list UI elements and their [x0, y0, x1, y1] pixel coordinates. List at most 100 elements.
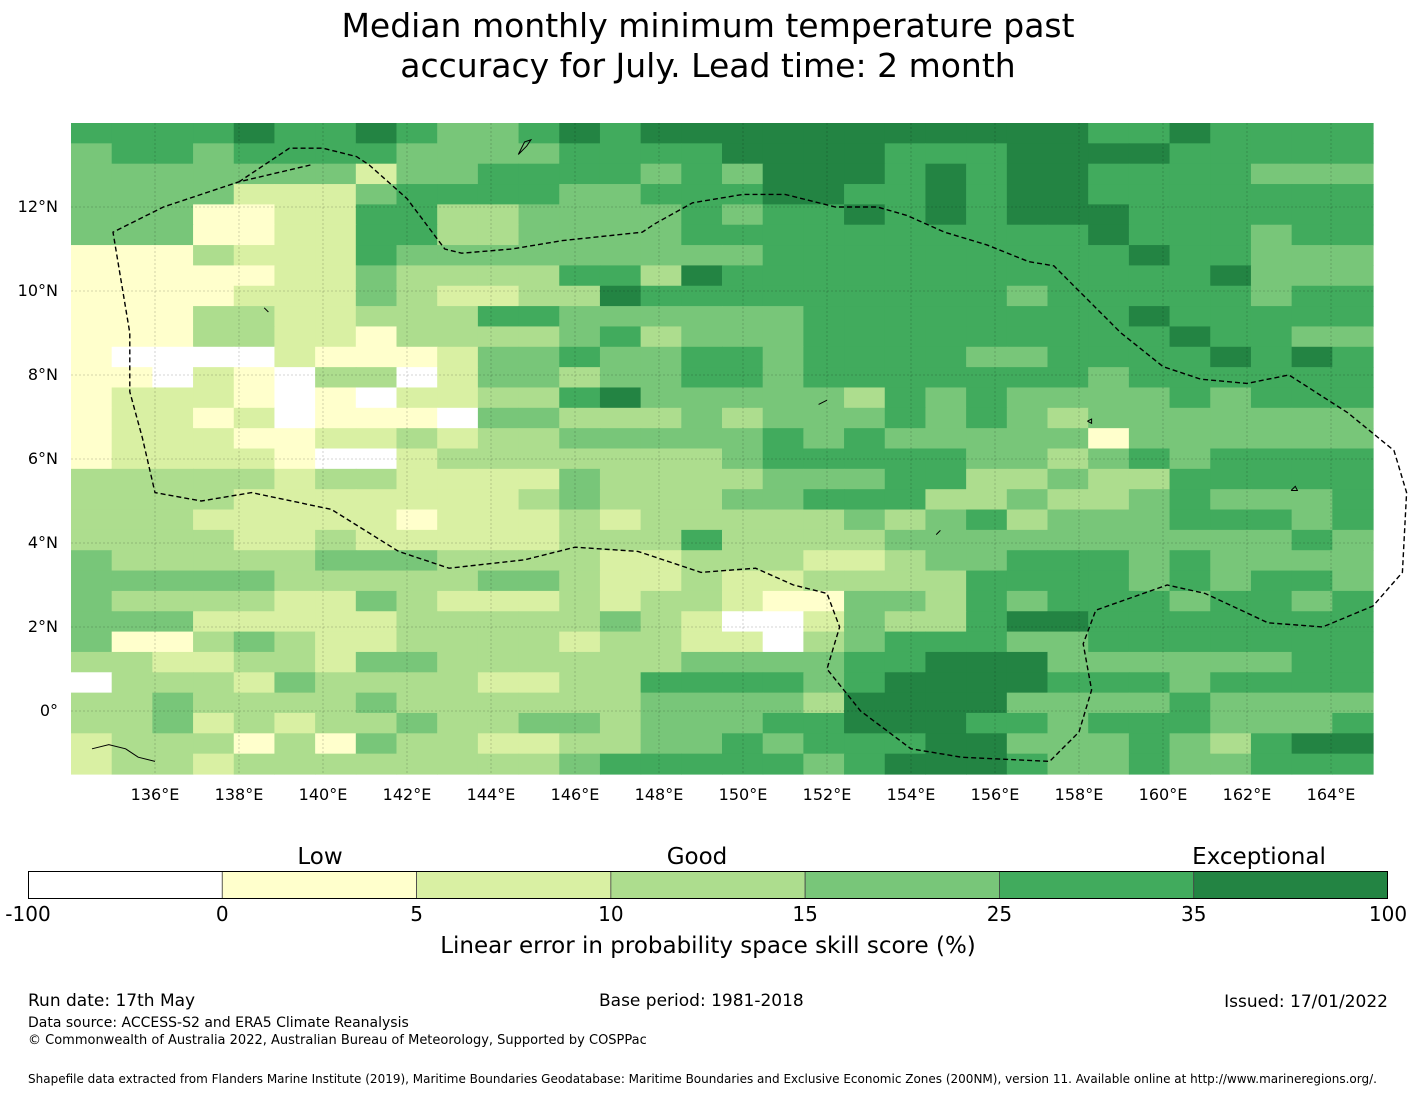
grid-cell [518, 753, 560, 775]
grid-cell [681, 651, 723, 673]
grid-cell [966, 184, 1008, 205]
longitude-tick-label: 138°E [214, 785, 264, 804]
grid-cell [437, 611, 479, 633]
grid-cell [640, 346, 682, 368]
grid-cell [274, 245, 316, 266]
grid-cell [477, 306, 520, 328]
grid-cell [193, 631, 235, 653]
grid-cell [477, 346, 520, 368]
grid-cell [640, 306, 682, 328]
grid-cell [233, 550, 276, 572]
colorbar-title: Linear error in probability space skill … [440, 933, 976, 959]
grid-cell [477, 428, 520, 450]
grid-cell [1047, 651, 1089, 673]
grid-cell [152, 631, 194, 653]
grid-cell [966, 123, 1008, 144]
grid-cell [722, 367, 764, 389]
grid-cell [559, 529, 601, 551]
grid-cell [355, 489, 398, 511]
grid-cell [1128, 265, 1171, 287]
grid-cell [1088, 509, 1130, 531]
grid-cell [966, 163, 1008, 185]
grid-cell [803, 753, 845, 775]
grid-cell [233, 326, 276, 348]
grid-cell [1169, 692, 1211, 714]
grid-cell [152, 651, 194, 673]
grid-cell [762, 204, 804, 226]
grid-cell [559, 672, 601, 694]
grid-cell [1250, 590, 1293, 612]
grid-cell [599, 651, 642, 673]
grid-cell [1128, 692, 1171, 714]
grid-cell [477, 672, 520, 694]
grid-cell [1291, 733, 1333, 755]
grid-cell [152, 672, 194, 694]
grid-cell [477, 407, 520, 429]
grid-cell [966, 468, 1008, 490]
grid-cell [722, 733, 764, 755]
grid-cell [1332, 285, 1374, 307]
grid-cell [193, 224, 235, 246]
grid-cell [844, 712, 886, 734]
grid-cell [1006, 651, 1049, 673]
grid-cell [1006, 428, 1049, 450]
grid-cell [396, 550, 438, 572]
grid-cell [1006, 224, 1049, 246]
grid-cell [152, 407, 194, 429]
grid-cell [722, 489, 764, 511]
grid-cell [437, 753, 479, 775]
grid-cell [274, 184, 316, 205]
grid-cell [518, 265, 560, 287]
longitude-tick-label: 164°E [1306, 785, 1356, 804]
grid-cell [1088, 204, 1130, 226]
grid-cell [315, 123, 357, 144]
grid-cell [274, 265, 316, 287]
grid-cell [1210, 651, 1252, 673]
grid-cell [437, 204, 479, 226]
grid-cell [518, 387, 560, 409]
grid-cell [559, 367, 601, 389]
longitude-tick-label: 160°E [1138, 785, 1188, 804]
grid-cell [1047, 306, 1089, 328]
grid-cell [477, 550, 520, 572]
grid-cell [681, 489, 723, 511]
grid-cell [1250, 489, 1293, 511]
grid-cell [925, 143, 967, 165]
grid-cell [396, 143, 438, 165]
grid-cell [355, 387, 398, 409]
grid-cell [1210, 712, 1252, 734]
grid-cell [1210, 184, 1252, 205]
grid-cell [315, 326, 357, 348]
grid-cell [1128, 204, 1171, 226]
grid-cell [193, 590, 235, 612]
grid-cell [1169, 163, 1211, 185]
grid-cell [559, 550, 601, 572]
grid-cell [1250, 407, 1293, 429]
grid-cell [1047, 570, 1089, 592]
latitude-tick-label: 2°N [27, 617, 58, 636]
grid-cell [722, 448, 764, 470]
grid-cell [762, 184, 804, 205]
grid-cell [762, 672, 804, 694]
colorbar-tick-label: 25 [986, 902, 1013, 926]
grid-cell [762, 163, 804, 185]
grid-cell [111, 753, 153, 775]
grid-cell [1250, 346, 1293, 368]
grid-cell [233, 346, 276, 368]
grid-cell [1128, 428, 1171, 450]
grid-cell [722, 265, 764, 287]
grid-cell [152, 204, 194, 226]
longitude-tick-label: 152°E [802, 785, 852, 804]
grid-cell [315, 570, 357, 592]
grid-cell [884, 143, 927, 165]
chart-title-line1: Median monthly minimum temperature past [341, 6, 1075, 45]
grid-cell [966, 631, 1008, 653]
grid-cell [1291, 448, 1333, 470]
grid-cell [477, 468, 520, 490]
grid-cell [355, 733, 398, 755]
grid-cell [1332, 631, 1374, 653]
grid-cell [722, 611, 764, 633]
grid-cell [152, 489, 194, 511]
grid-cell [518, 306, 560, 328]
grid-cell [884, 590, 927, 612]
